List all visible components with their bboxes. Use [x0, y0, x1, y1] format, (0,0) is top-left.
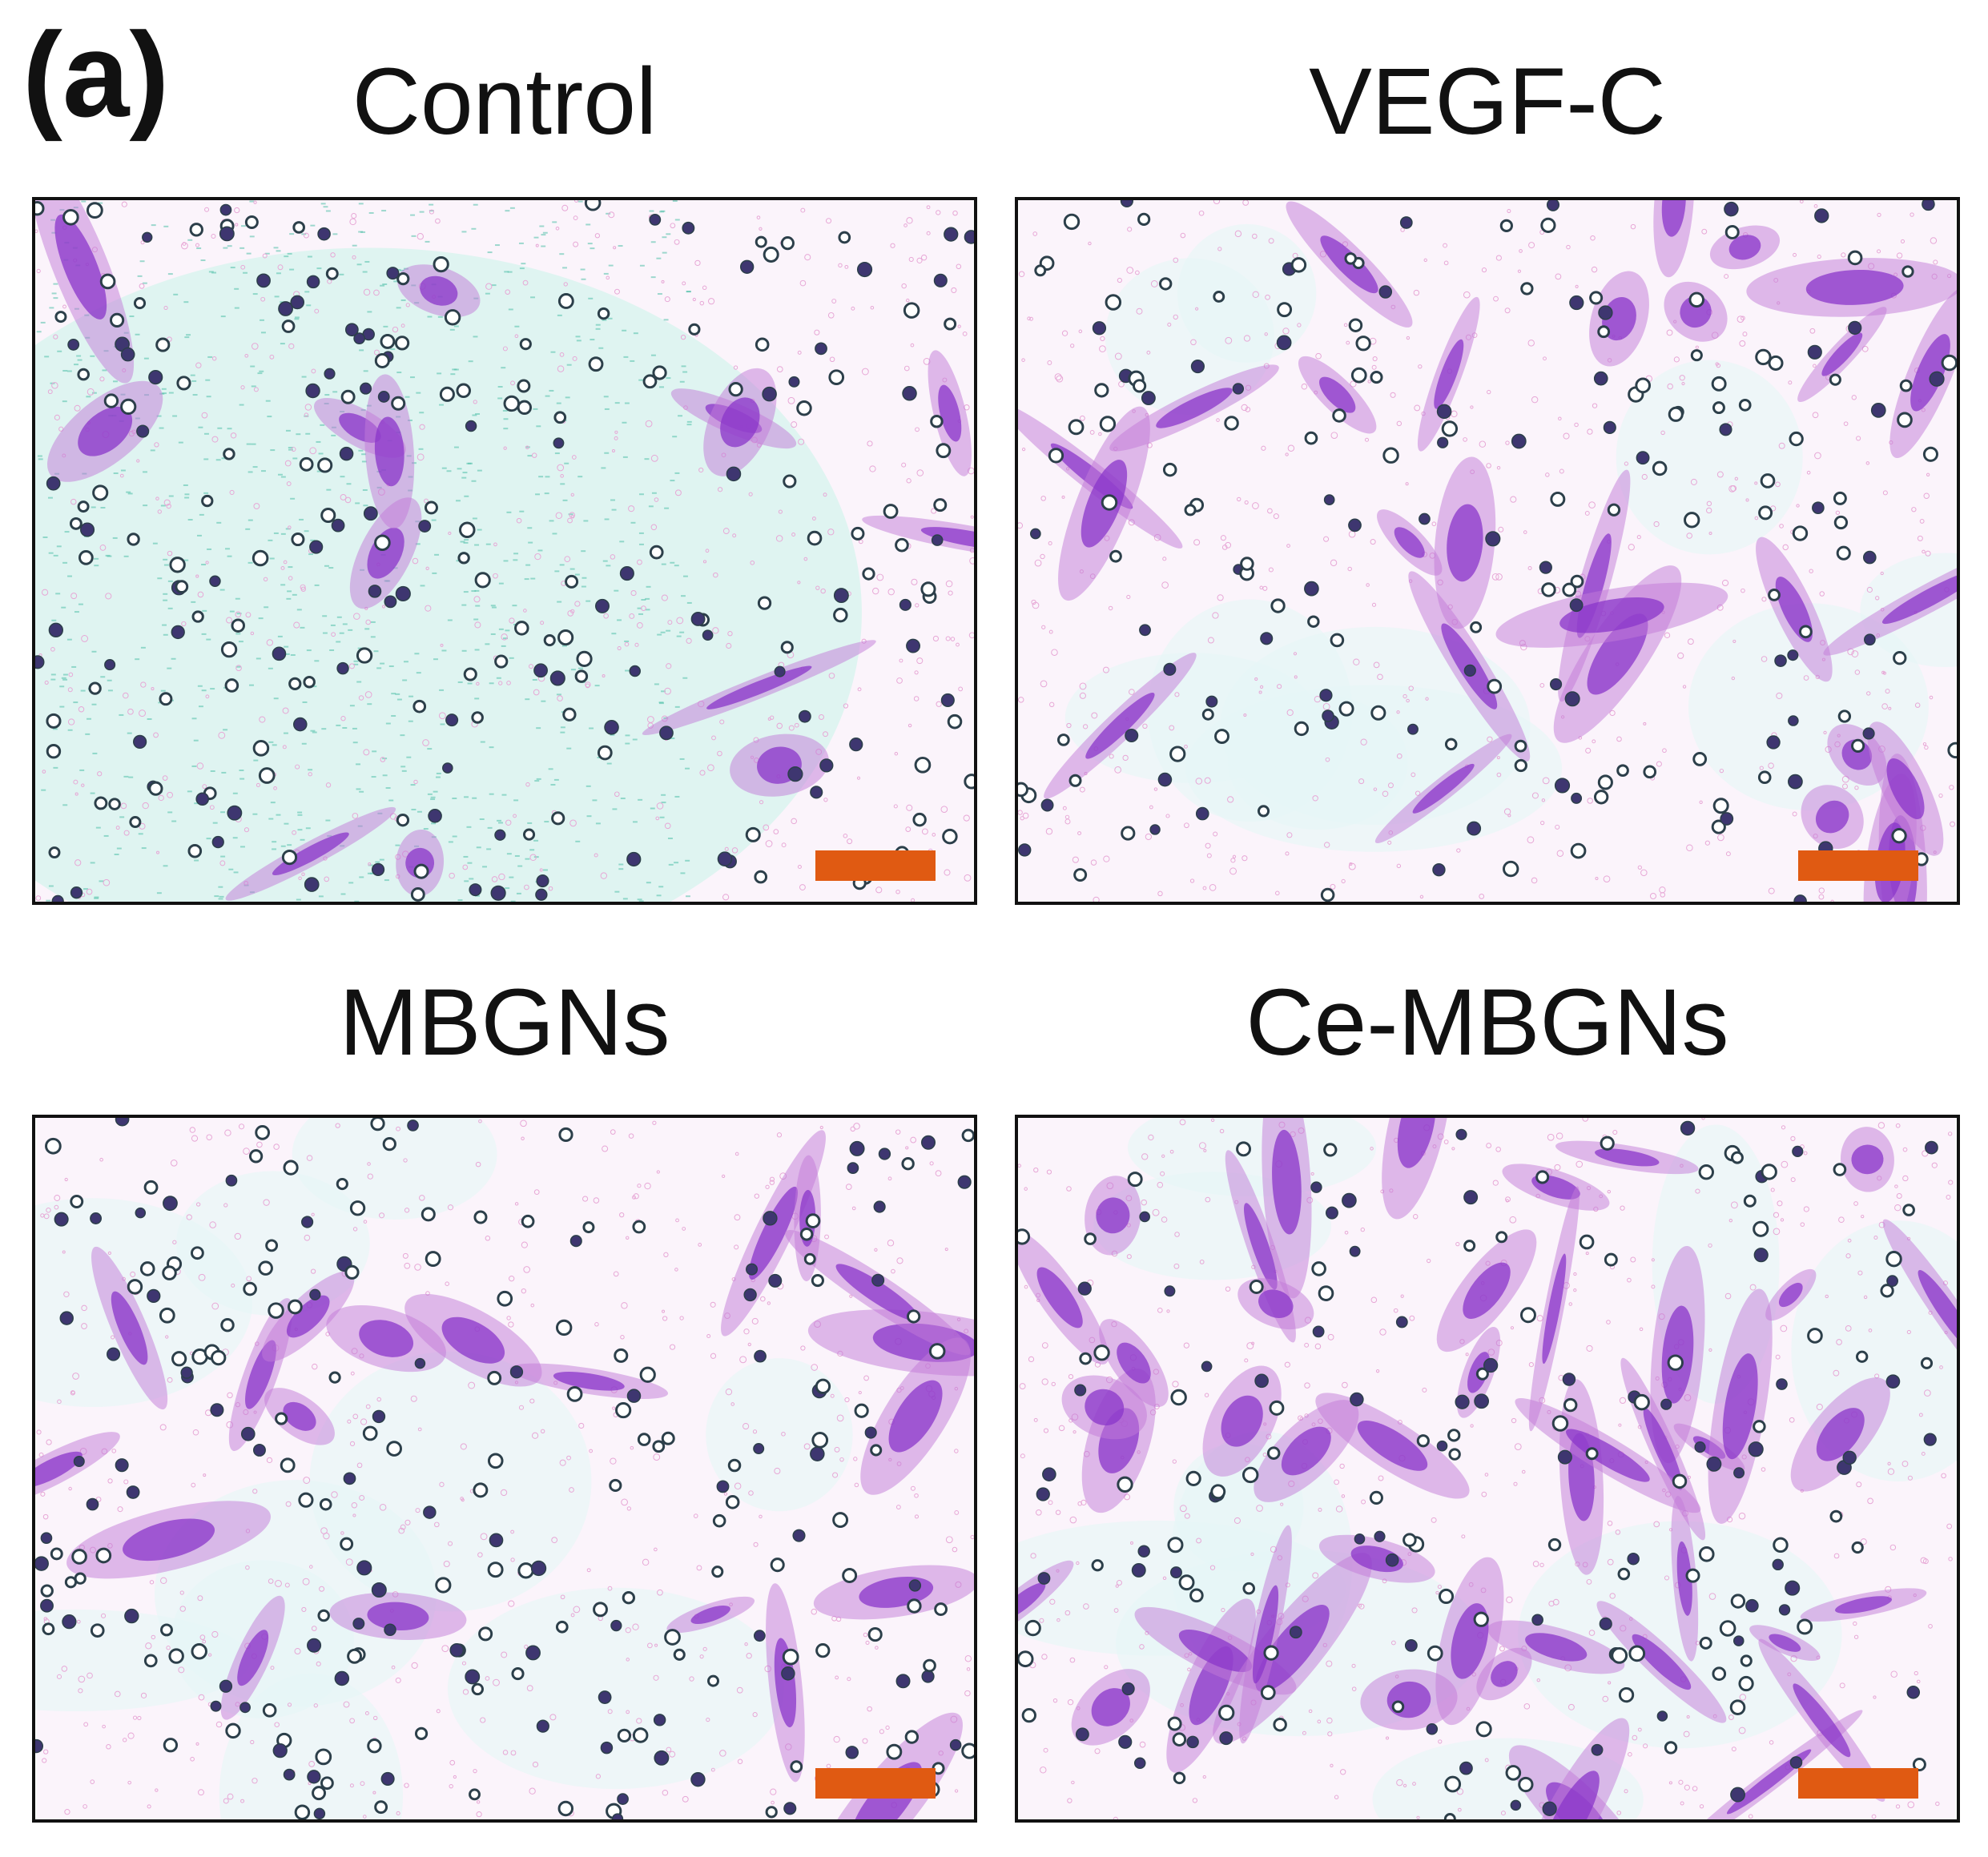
scale-bar	[1798, 1768, 1918, 1799]
scale-bar	[815, 1768, 936, 1799]
micrograph-ce-mbgns	[1015, 1115, 1960, 1823]
panel-title-ce-mbgns: Ce-MBGNs	[1246, 970, 1729, 1075]
micrograph-control	[32, 197, 977, 905]
panel-title-mbgns: MBGNs	[339, 970, 670, 1075]
micrograph-vegf-c	[1015, 197, 1960, 905]
figure-panel-label: (a)	[22, 7, 170, 142]
scale-bar	[815, 850, 936, 881]
micrograph-control-image	[35, 200, 974, 902]
micrograph-vegf-c-image	[1018, 200, 1957, 902]
micrograph-ce-mbgns-image	[1018, 1118, 1957, 1819]
panel-title-vegf-c: VEGF-C	[1309, 49, 1666, 155]
panel-title-control: Control	[352, 49, 658, 155]
micrograph-mbgns	[32, 1115, 977, 1823]
scale-bar	[1798, 850, 1918, 881]
micrograph-mbgns-image	[35, 1118, 974, 1819]
